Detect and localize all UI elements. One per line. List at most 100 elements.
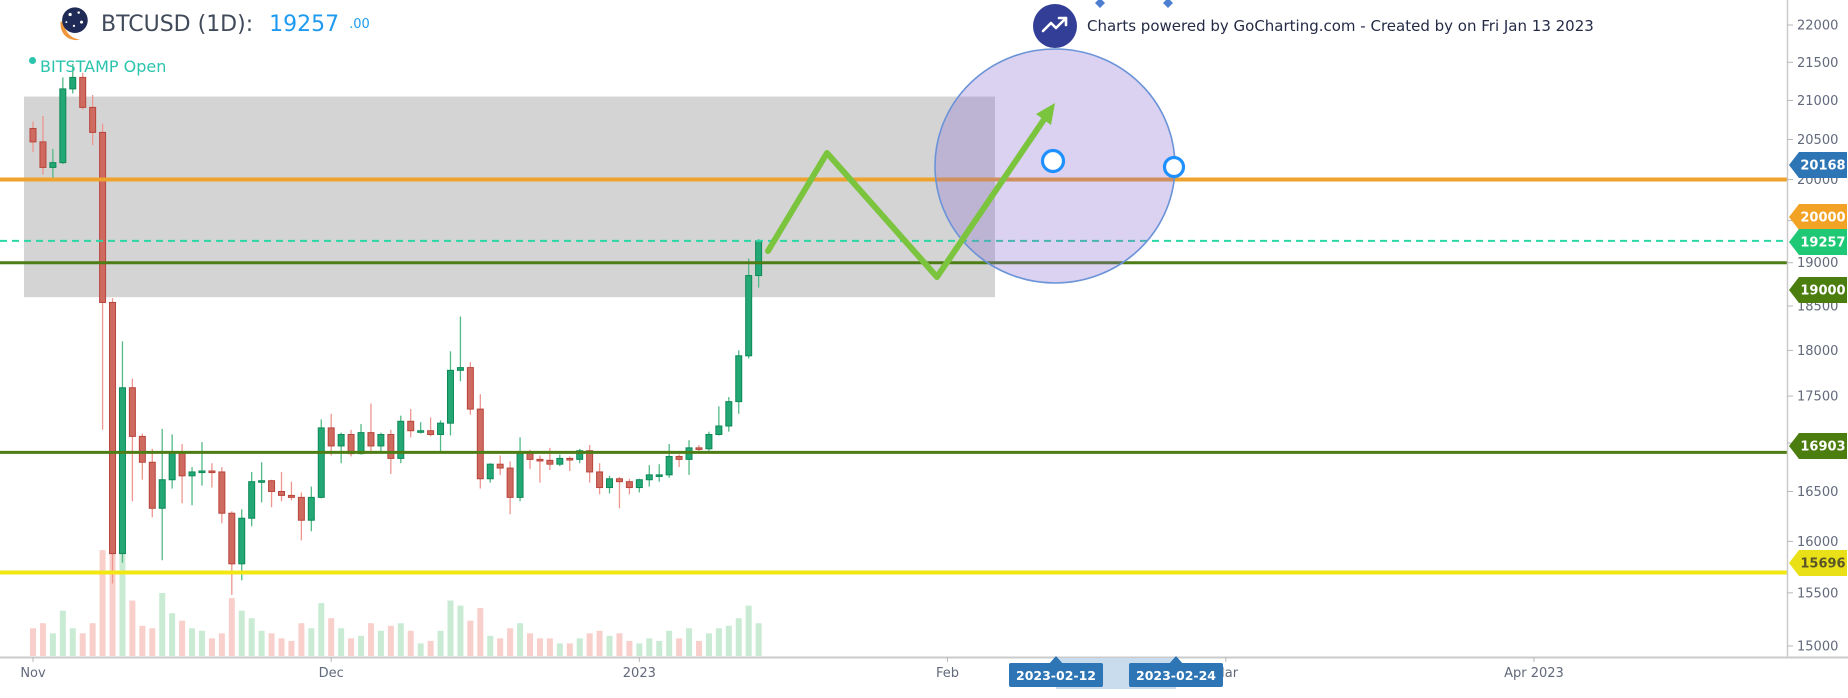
volume-bar (298, 623, 305, 656)
candle-body (228, 512, 236, 565)
rectangle-zone[interactable] (24, 96, 995, 298)
volume-bar (69, 628, 76, 656)
price-tick-label: 20500 (1797, 133, 1838, 148)
volume-bar (238, 610, 245, 656)
gocharting-attribution-icon (1033, 4, 1077, 48)
candle-body (655, 474, 663, 477)
candle-body (576, 450, 584, 460)
price-badge-label: 20168 (1800, 159, 1845, 174)
candle-body (725, 401, 733, 427)
volume-bar (686, 628, 693, 656)
candle-body (596, 471, 604, 489)
volume-bar (646, 638, 653, 656)
candle-body (367, 432, 375, 447)
volume-bar (79, 633, 86, 656)
trend-arrow-shaft[interactable] (765, 115, 1048, 280)
volume-bar (348, 638, 355, 656)
volume-bar (467, 620, 474, 656)
date-badge[interactable] (1129, 663, 1223, 687)
candle-body (476, 408, 484, 480)
drawing-handle-dot[interactable] (1095, 0, 1105, 8)
candle-body (99, 131, 107, 303)
volume-bar (407, 630, 414, 656)
candle-body (387, 434, 395, 459)
volume-bar (536, 638, 543, 656)
volume-bar (198, 630, 205, 656)
exchange-status-label: BITSTAMP Open (40, 57, 167, 76)
price-tick-label: 15000 (1797, 640, 1838, 655)
volume-bar (566, 643, 573, 656)
price-badge (1789, 277, 1847, 303)
candle-body (258, 480, 266, 483)
candle-body (218, 471, 226, 514)
time-tick-label: Nov (20, 666, 46, 681)
drawing-handle[interactable] (1040, 148, 1066, 174)
candle-body (645, 474, 653, 481)
attribution-text: Charts powered by GoCharting.com - Creat… (1087, 17, 1594, 35)
rectangle-zone-drawing[interactable] (24, 96, 995, 298)
volume-bar (129, 600, 136, 656)
trend-arrow-drawing[interactable] (765, 103, 1055, 280)
candle-body (347, 434, 355, 455)
candle-body (615, 478, 623, 483)
date-badge-pointer-icon[interactable] (1168, 656, 1184, 665)
volume-bar (586, 633, 593, 656)
price-tick-label: 21500 (1797, 56, 1838, 71)
time-axis-labels[interactable]: Nov Dec 2023 Feb Mar Apr 2023 (20, 657, 1564, 681)
volume-bars (30, 530, 762, 656)
volume-bar (377, 630, 384, 656)
volume-bar (695, 640, 702, 656)
candle-body (665, 455, 673, 476)
candle-body (238, 517, 246, 565)
drawing-handle[interactable] (1162, 155, 1186, 179)
volume-bar (308, 628, 315, 656)
volume-bar (517, 623, 524, 656)
gocharting-logo-icon[interactable] (54, 5, 92, 43)
candle-body (536, 458, 544, 462)
candle-body (735, 355, 743, 403)
trend-arrow-head-icon[interactable] (1036, 103, 1055, 125)
volume-bar (179, 620, 186, 656)
date-badges[interactable]: 2023-02-12 2023-02-24 (1009, 656, 1223, 689)
candle-body (486, 463, 494, 480)
candle-body (427, 430, 435, 436)
drawing-handle-dot[interactable] (1163, 0, 1173, 8)
date-badge-pointer-icon[interactable] (1048, 656, 1064, 665)
candle-body (287, 494, 295, 498)
candle-body (397, 420, 405, 459)
date-badge[interactable] (1009, 663, 1103, 687)
volume-bar (288, 640, 295, 656)
volume-bar (626, 640, 633, 656)
candle-body (29, 127, 37, 143)
candle-body (377, 434, 385, 447)
attribution: Charts powered by GoCharting.com - Creat… (1032, 3, 1594, 49)
volume-bar (189, 628, 196, 656)
volume-bar (159, 593, 166, 656)
candle-body (49, 162, 57, 168)
volume-bar (397, 623, 404, 656)
candle-body (79, 76, 87, 108)
volume-bar (248, 618, 255, 656)
candle-body (516, 452, 524, 498)
volume-bar (725, 625, 732, 656)
candle-body (705, 434, 713, 450)
date-badge-label: 2023-02-12 (1016, 668, 1096, 683)
axes[interactable] (0, 0, 1848, 659)
volume-bar (358, 635, 365, 656)
symbol-title: BTCUSD (1D): (101, 11, 254, 37)
volume-bar (99, 550, 106, 656)
candle-body (188, 471, 196, 477)
price-badge (1789, 229, 1847, 255)
volume-bar (705, 633, 712, 656)
selection-handles[interactable] (1040, 0, 1186, 179)
exchange-status: BITSTAMP Open (29, 57, 166, 76)
candle-body (268, 480, 276, 492)
volume-bar (218, 633, 225, 656)
candle-body (556, 457, 564, 465)
volume-bar (457, 605, 464, 656)
volume-bar (417, 643, 424, 656)
candle-body (39, 141, 47, 168)
horizontal-price-lines[interactable] (0, 177, 1787, 575)
price-badge-label: 15696 (1800, 557, 1845, 572)
